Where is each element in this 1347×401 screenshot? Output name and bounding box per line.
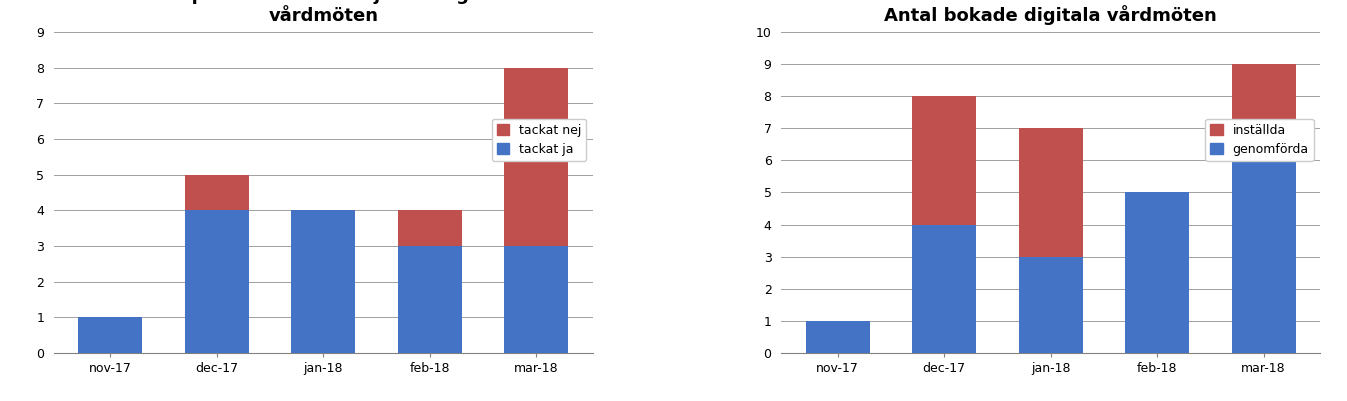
Bar <box>1018 257 1083 353</box>
Bar <box>912 96 977 225</box>
Bar <box>1231 64 1296 128</box>
Bar <box>1231 128 1296 353</box>
Legend: inställda, genomförda: inställda, genomförda <box>1206 119 1313 161</box>
Title: Antal bokade digitala vårdmöten: Antal bokade digitala vårdmöten <box>884 5 1218 25</box>
Bar <box>806 321 870 353</box>
Bar <box>185 175 249 210</box>
Bar <box>185 210 249 353</box>
Bar <box>912 225 977 353</box>
Bar <box>504 68 568 246</box>
Bar <box>504 246 568 353</box>
Bar <box>78 317 143 353</box>
Legend: tackat nej, tackat ja: tackat nej, tackat ja <box>492 119 586 161</box>
Bar <box>397 210 462 246</box>
Bar <box>1125 192 1189 353</box>
Bar <box>1018 128 1083 257</box>
Bar <box>291 210 356 353</box>
Bar <box>397 246 462 353</box>
Title: Antal patienter som erbjudits digitala
vårdmöten: Antal patienter som erbjudits digitala v… <box>132 0 515 25</box>
